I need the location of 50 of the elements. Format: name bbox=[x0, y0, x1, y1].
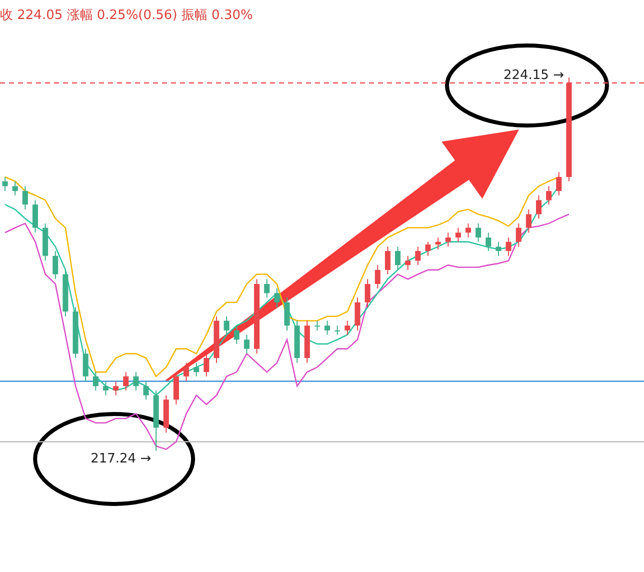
candlestick bbox=[334, 325, 340, 336]
text: 217.24 → bbox=[90, 451, 152, 466]
candlestick bbox=[536, 194, 542, 220]
annotation: 224.15 → bbox=[503, 68, 564, 83]
candlestick bbox=[244, 334, 250, 354]
candlestick bbox=[486, 232, 492, 252]
candlestick bbox=[445, 232, 451, 248]
candlestick bbox=[204, 353, 210, 377]
candlestick bbox=[102, 380, 109, 396]
candlestick bbox=[234, 325, 240, 344]
candlestick bbox=[314, 320, 320, 331]
candlestick bbox=[374, 264, 380, 289]
candlestick bbox=[92, 372, 98, 391]
candlestick bbox=[284, 296, 290, 331]
candlestick bbox=[425, 241, 431, 256]
candlestick bbox=[123, 372, 129, 391]
candlestick bbox=[224, 316, 230, 336]
candlestick bbox=[465, 222, 472, 238]
candlestick bbox=[415, 246, 421, 266]
candlestick bbox=[12, 180, 18, 196]
candlestick bbox=[556, 172, 562, 196]
candlestick bbox=[405, 255, 411, 270]
candlestick bbox=[194, 362, 200, 377]
candlestick bbox=[274, 288, 280, 308]
candlestick bbox=[52, 250, 58, 280]
candlestick bbox=[455, 227, 461, 242]
candlestick bbox=[476, 222, 482, 242]
candlestick bbox=[526, 208, 532, 234]
candlestick bbox=[143, 380, 149, 400]
candlestick bbox=[344, 320, 350, 336]
candlestick bbox=[22, 186, 28, 210]
candlestick bbox=[113, 380, 119, 396]
candlestick bbox=[496, 241, 502, 256]
candlestick bbox=[354, 296, 360, 331]
candlestick bbox=[364, 278, 370, 308]
candlestick bbox=[506, 236, 512, 256]
candlestick bbox=[395, 246, 401, 270]
chart-title: 收 224.05 涨幅 0.25%(0.56) 振幅 0.30% bbox=[0, 8, 253, 24]
candlestick bbox=[133, 372, 139, 391]
candlestick bbox=[435, 236, 441, 250]
candlestick bbox=[546, 186, 552, 206]
candlestick bbox=[173, 372, 179, 405]
candlestick bbox=[384, 246, 390, 275]
candlestick bbox=[2, 176, 8, 192]
candlestick bbox=[264, 278, 270, 298]
candlestick bbox=[82, 348, 88, 382]
candlestick bbox=[32, 200, 38, 234]
candlestick bbox=[516, 222, 522, 248]
candlestick bbox=[324, 320, 330, 336]
candlestick bbox=[184, 362, 190, 382]
